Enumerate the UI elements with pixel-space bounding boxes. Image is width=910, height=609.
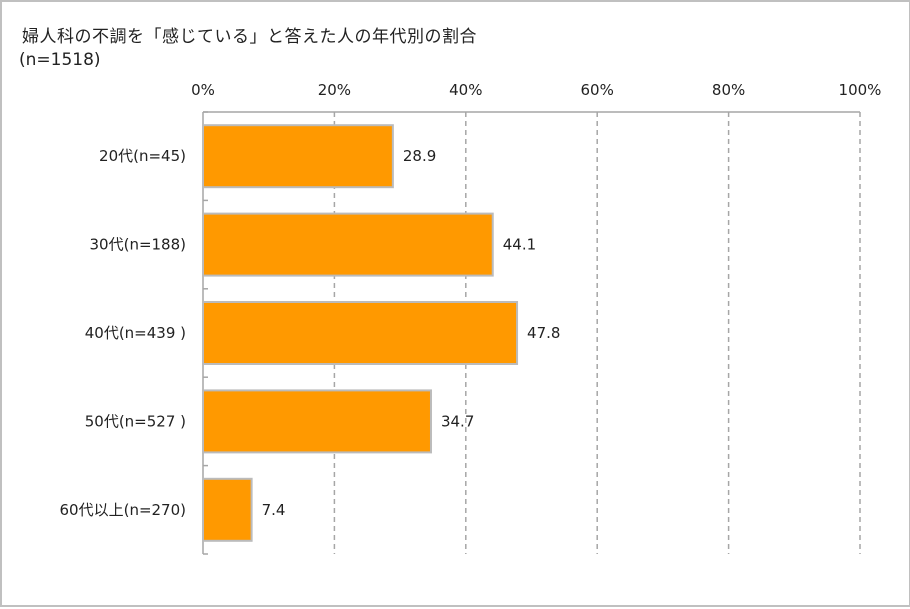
x-tick-label: 20% [318,81,351,99]
chart-title: 婦人科の不調を「感じている」と答えた人の年代別の割合 [22,27,477,47]
bar [202,301,519,365]
x-tick-label: 0% [191,81,215,99]
category-label: 50代(n=527 ) [85,412,186,430]
category-label: 20代(n=45) [99,147,186,165]
data-label: 7.4 [262,501,286,519]
data-label: 47.8 [527,324,560,342]
x-tick-label: 100% [839,81,882,99]
bar [202,212,494,277]
bar [202,477,253,542]
data-label: 34.7 [441,412,474,430]
bar [202,124,394,189]
data-label: 44.1 [503,236,536,254]
x-tick-label: 60% [581,81,614,99]
category-label: 30代(n=188) [90,236,187,254]
x-tick-label: 40% [449,81,482,99]
x-tick-label: 80% [712,81,745,99]
chart-subtitle: (n=1518) [19,50,101,70]
category-label: 60代以上(n=270) [60,501,187,519]
category-label: 40代(n=439 ) [85,324,186,342]
data-label: 28.9 [403,147,436,165]
bar [202,389,432,454]
